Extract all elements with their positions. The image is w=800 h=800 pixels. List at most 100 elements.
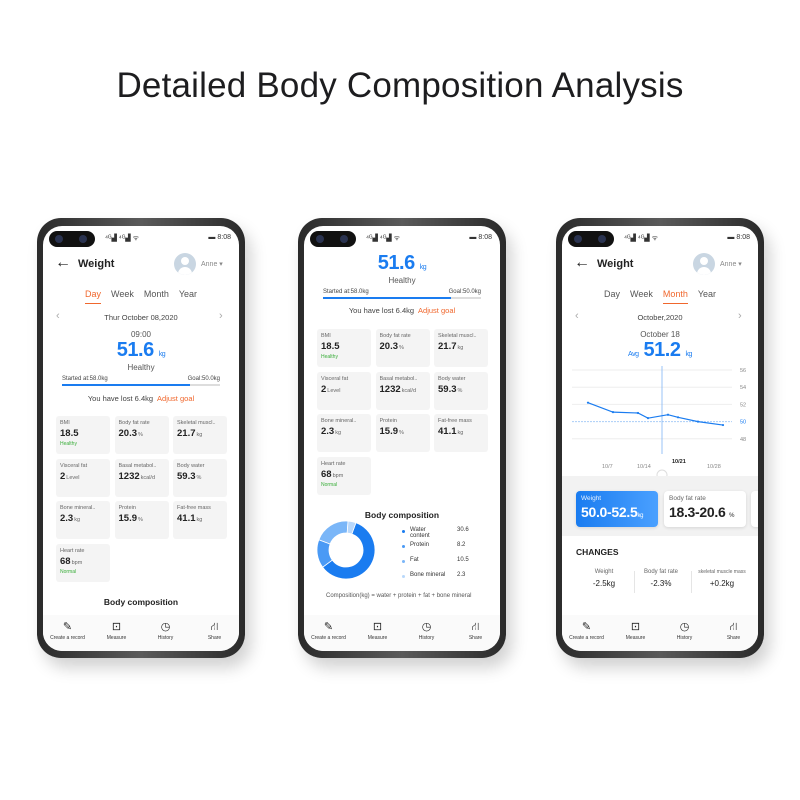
metric-value: 2Level [321,384,367,395]
nav-history[interactable]: ◷ History [405,620,449,651]
adjust-goal-link[interactable]: Adjust goal [418,306,456,315]
metric-card[interactable]: Body water 59.3% [434,371,488,410]
nav-create-record[interactable]: ✎ Create a record [46,620,90,651]
metric-card[interactable]: Body fat rate 20.3% [375,329,430,367]
metric-name: Skeletal muscl.. [438,333,477,339]
metric-card[interactable]: Basal metabol.. 1232kcal/d [375,371,430,410]
y-tick-label: 50 [740,420,746,426]
metric-card[interactable]: Fat-free mass 41.1kg [173,501,227,539]
metric-unit: kg [196,432,203,438]
nav-label: History [418,635,435,641]
metric-card[interactable]: BMI 18.5 Healthy [317,329,371,367]
user-switcher[interactable]: Anne ▾ [720,261,742,268]
nav-measure[interactable]: ⊡ Measure [95,620,139,651]
metric-card[interactable]: Body fat rate 20.3% [114,416,169,454]
metric-card[interactable]: Heart rate 68bpm Normal [317,456,371,495]
weight-status: Healthy [127,363,155,372]
metric-number: 2.3 [60,513,74,524]
metric-card[interactable]: Protein 15.9% [375,414,430,452]
metric-value: 41.1kg [177,513,223,524]
nav-measure[interactable]: ⊡ Measure [614,620,658,651]
metric-value: 20.3% [380,341,426,352]
tab-week[interactable]: Week [110,289,134,299]
legend-value: 30.6 [457,527,469,533]
range-card-weight[interactable]: Weight 50.0-52.5kg [576,491,658,527]
body-composition-title: Body composition [103,597,179,607]
metric-card[interactable]: Skeletal muscl.. 21.7kg [173,416,227,454]
metric-unit: % [399,345,404,351]
metric-unit: bpm [71,559,83,566]
nav-create-record[interactable]: ✎ Create a record [307,620,351,651]
metric-unit: % [138,517,143,523]
x-tick-label: 10/21 [672,459,686,465]
metric-number: 18.5 [321,341,340,352]
battery-icon: ▬ [727,234,735,241]
metric-card[interactable]: Protein 15.9% [114,501,169,539]
tab-month[interactable]: Month [143,289,169,299]
metric-card[interactable]: Visceral fat 2Level [56,458,110,497]
metric-card[interactable]: Basal metabol.. 1232kcal/d [114,458,169,497]
goal-progress-bar [323,297,481,299]
tab-day[interactable]: Day [84,289,101,304]
tab-week[interactable]: Week [629,289,653,299]
metric-card[interactable]: Visceral fat 2Level [317,371,371,410]
metric-unit: kg [335,430,342,436]
metric-card[interactable]: Heart rate 68bpm Normal [56,543,110,582]
legend-dot [402,560,405,563]
progress-fill [323,297,451,299]
metric-card[interactable]: Fat-free mass 41.1kg [434,414,488,452]
metric-value: 2.3kg [321,426,367,437]
metric-card[interactable]: Body water 59.3% [173,458,227,497]
avatar[interactable] [174,253,196,275]
history-icon: ◷ [160,621,171,633]
y-tick-label: 52 [740,402,746,408]
divider [634,571,635,593]
tab-month[interactable]: Month [662,289,688,304]
metric-status: Normal [321,481,338,488]
metric-status: Healthy [60,441,77,447]
back-arrow-icon[interactable]: ← [574,254,590,271]
metric-card[interactable]: BMI 18.5 Healthy [56,416,110,454]
signal-icons: ⁴ᴳ▟ ⁴ᴳ▟ ᯤ [624,235,659,242]
date-label: Thur October 08,2020 [104,313,178,322]
metric-name: Body fat rate [118,420,150,426]
chevron-right-icon[interactable]: › [738,310,742,322]
user-switcher[interactable]: Anne ▾ [201,261,223,268]
measure-icon: ⊡ [630,621,641,633]
nav-share[interactable]: ⛙ Share [454,620,498,651]
metric-number: 1232 [379,383,401,395]
metric-value: 21.7kg [438,341,484,352]
chevron-left-icon[interactable]: ‹ [575,310,579,322]
range-card-partial[interactable] [751,491,758,527]
avatar[interactable] [693,253,715,275]
change-weight: Weight -2.5kg [592,569,616,588]
nav-share[interactable]: ⛙ Share [193,620,237,651]
metric-name: BMI [321,333,331,339]
tab-year[interactable]: Year [697,289,717,299]
legend-label: Fat [410,557,419,563]
range-card-body-fat[interactable]: Body fat rate 18.3-20.6 % [664,491,746,527]
back-arrow-icon[interactable]: ← [55,254,71,271]
nav-create-record[interactable]: ✎ Create a record [565,620,609,651]
tab-day[interactable]: Day [603,289,620,299]
nav-share[interactable]: ⛙ Share [712,620,756,651]
y-tick-label: 54 [740,385,746,391]
metric-value: 15.9% [119,513,165,524]
legend-label: Protein [410,542,430,548]
metric-number: 20.3 [379,341,399,352]
chevron-right-icon[interactable]: › [219,310,223,322]
signal-icons: ⁴ᴳ▟ ⁴ᴳ▟ ᯤ [366,235,401,242]
metric-number: 21.7 [177,428,196,439]
metric-card[interactable]: Bone mineral.. 2.3kg [56,501,110,539]
metric-card[interactable]: Skeletal muscl.. 21.7kg [434,329,488,367]
nav-measure[interactable]: ⊡ Measure [356,620,400,651]
metric-card[interactable]: Bone mineral.. 2.3kg [317,414,371,452]
camera-cutout [310,231,356,247]
metric-name: Fat-free mass [177,505,211,511]
nav-history[interactable]: ◷ History [663,620,707,651]
tab-year[interactable]: Year [178,289,198,299]
adjust-goal-link[interactable]: Adjust goal [157,394,195,403]
nav-history[interactable]: ◷ History [144,620,188,651]
metrics-grid: BMI 18.5 Healthy Body fat rate 20.3% Skeletal… [56,416,227,582]
chevron-left-icon[interactable]: ‹ [56,310,60,322]
